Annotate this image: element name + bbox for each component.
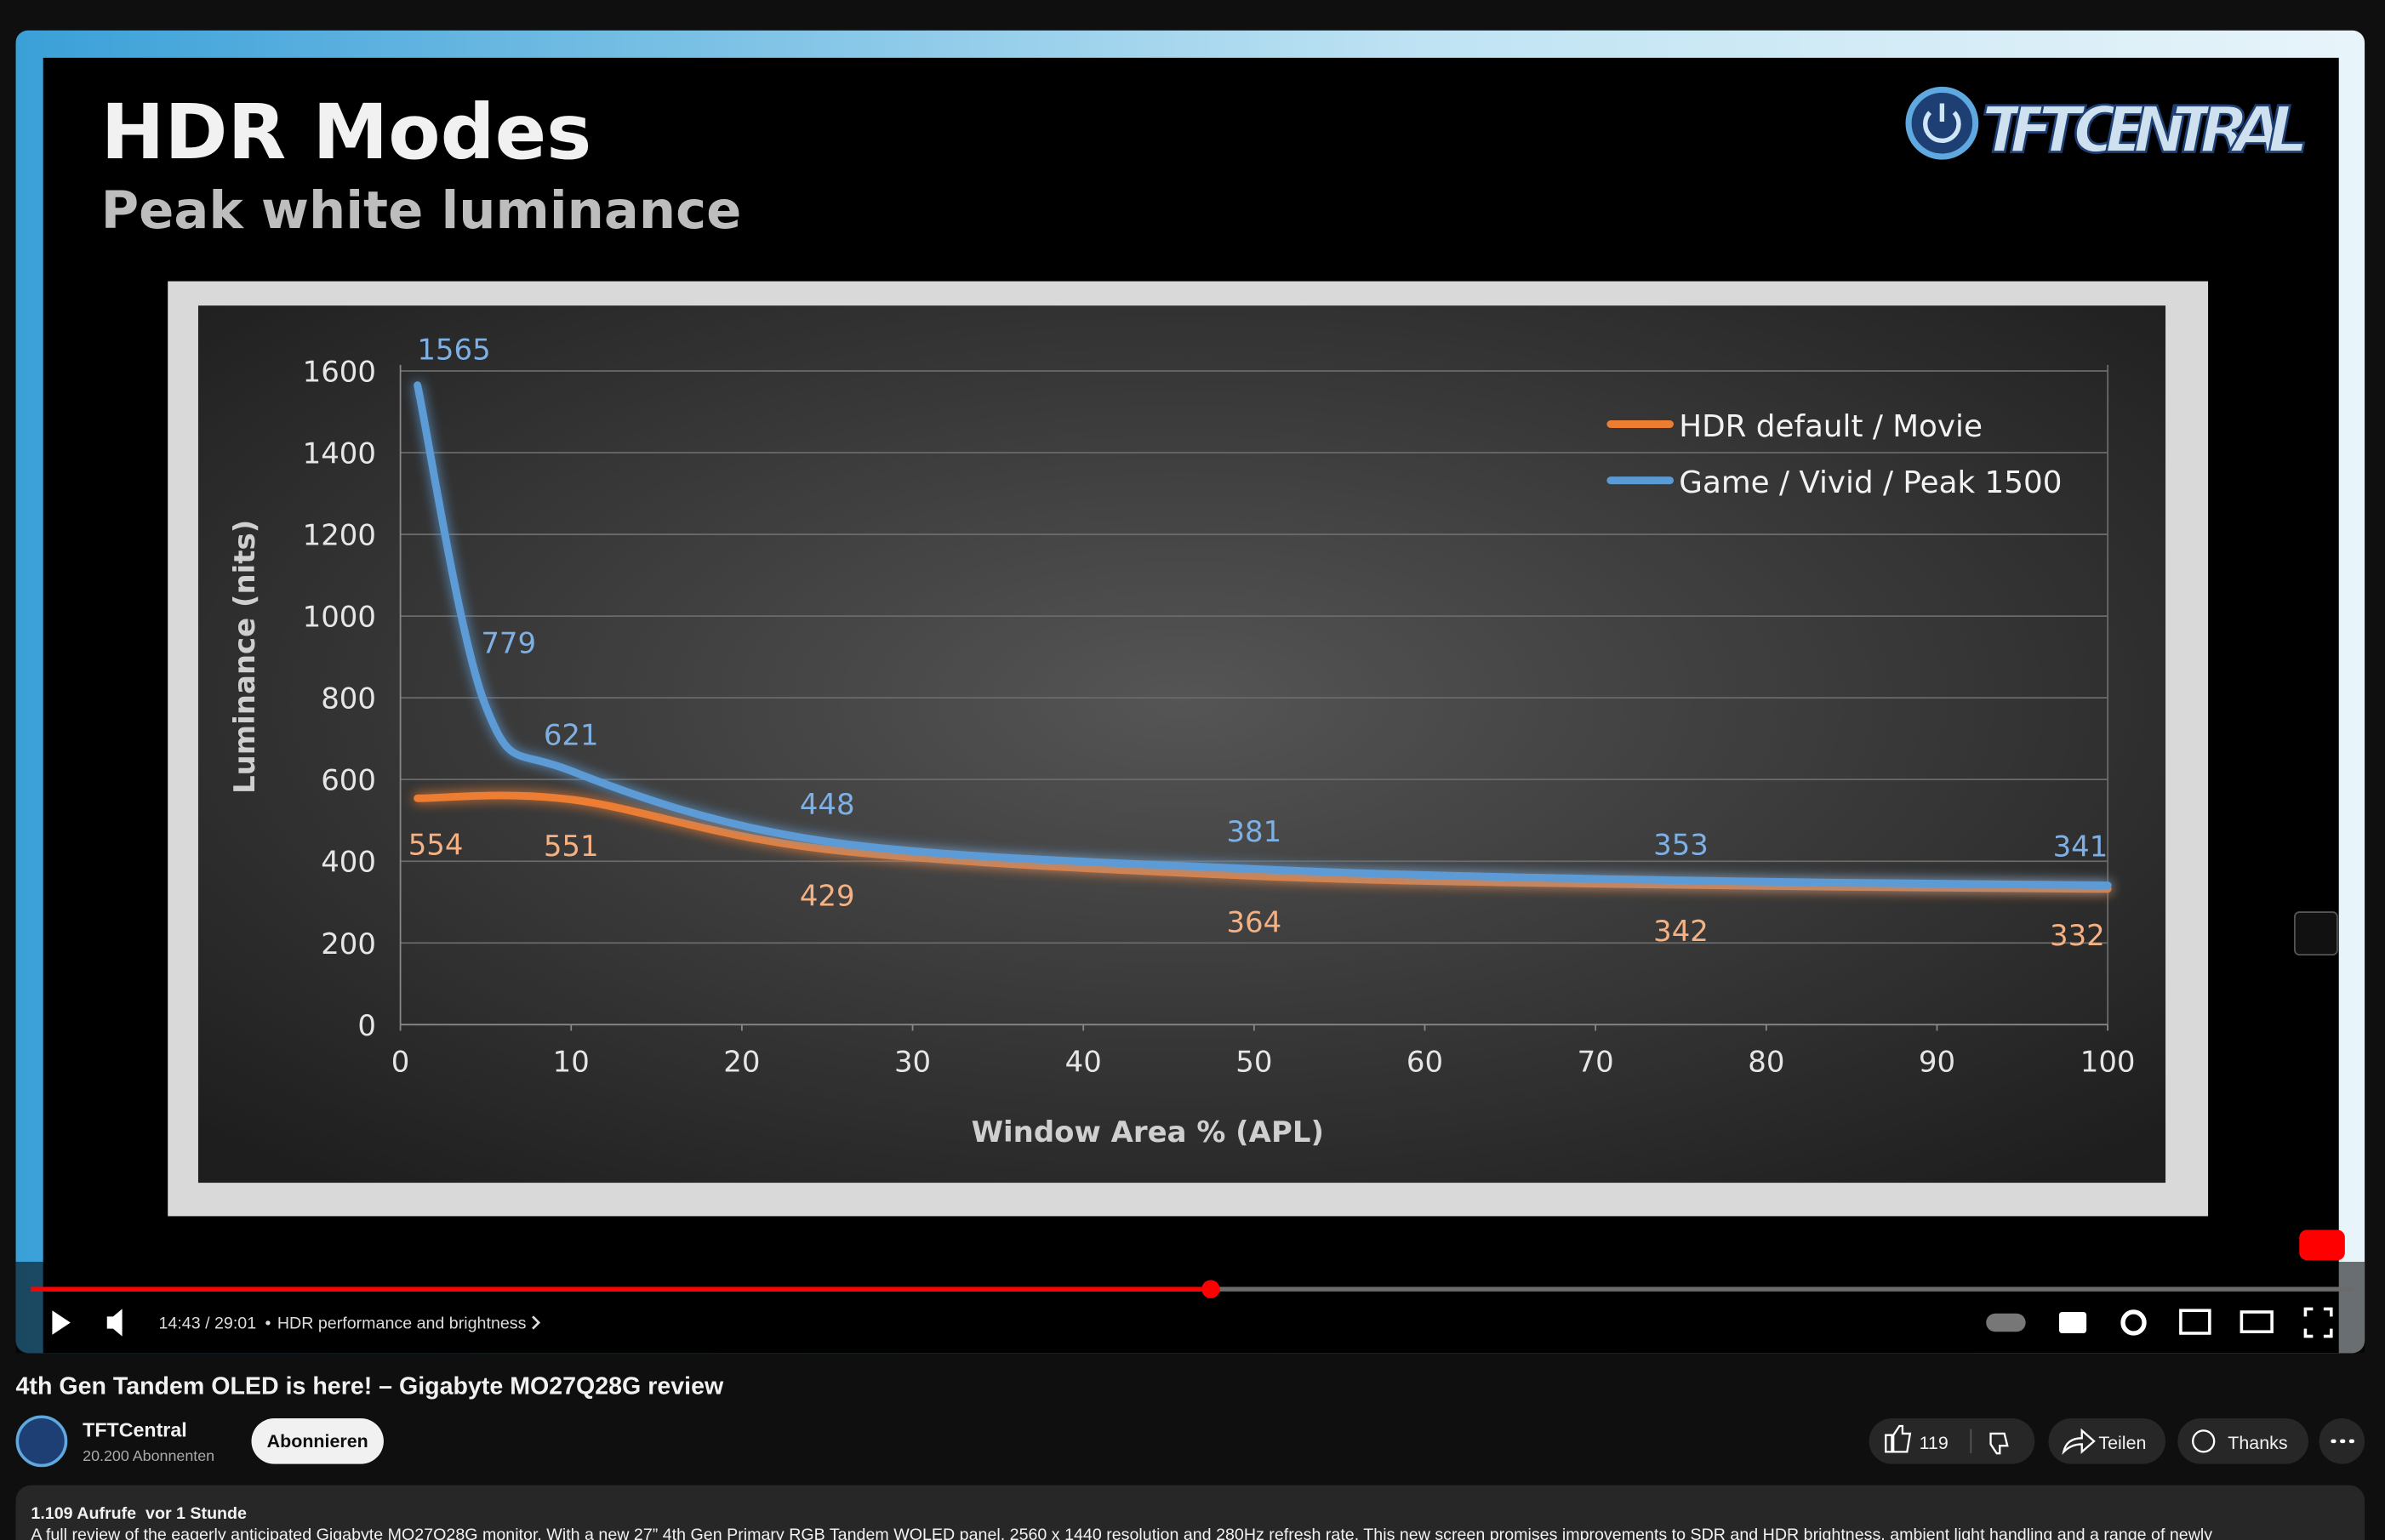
share-label[interactable]: Teilen [2098, 1433, 2146, 1453]
x-tick-label: 30 [894, 1046, 931, 1080]
y-tick-label: 600 [321, 764, 376, 798]
chapter-dot: • [265, 1315, 271, 1333]
channel-avatar[interactable] [15, 1415, 68, 1468]
time-display: 14:43 / 29:01 [158, 1315, 256, 1333]
progress-handle[interactable] [1201, 1280, 1220, 1298]
y-tick-label: 200 [321, 927, 376, 961]
x-tick-label: 50 [1235, 1046, 1272, 1080]
y-tick-label: 800 [321, 682, 376, 716]
play-button[interactable] [52, 1310, 71, 1335]
slide-title: HDR Modes [101, 88, 592, 177]
data-label: 1565 [417, 333, 490, 367]
thanks-icon[interactable] [2192, 1429, 2216, 1453]
series-line [414, 381, 2112, 890]
subscriber-count: 20.200 Abonnenten [83, 1447, 214, 1464]
like-pill[interactable] [1869, 1418, 2035, 1464]
description-box[interactable] [15, 1485, 2365, 1540]
description-text: A full review of the eagerly anticipated… [31, 1526, 2212, 1540]
chapter-arrow[interactable] [532, 1315, 541, 1330]
pip-button[interactable] [2294, 911, 2338, 955]
x-tick-label: 0 [391, 1046, 410, 1080]
subscribe-label[interactable]: Abonnieren [267, 1431, 368, 1452]
data-label: 779 [481, 627, 536, 661]
x-tick-label: 90 [1919, 1046, 1955, 1080]
x-tick-label: 40 [1065, 1046, 1102, 1080]
x-axis-title: Window Area % (APL) [972, 1115, 1324, 1149]
autoplay-toggle[interactable] [1986, 1313, 2026, 1332]
video-title: 4th Gen Tandem OLED is here! – Gigabyte … [16, 1372, 724, 1400]
subscribe-button[interactable] [251, 1418, 384, 1464]
data-label: 332 [2050, 919, 2105, 953]
x-tick-label: 60 [1406, 1046, 1443, 1080]
y-tick-label: 1000 [303, 601, 376, 635]
miniplayer-button[interactable] [2179, 1309, 2211, 1335]
subtitles-button[interactable] [2058, 1311, 2087, 1333]
settings-button[interactable] [2120, 1309, 2147, 1336]
data-label: 551 [544, 830, 599, 864]
y-tick-label: 400 [321, 846, 376, 880]
y-axis-title: Luminance (nits) [228, 520, 262, 794]
plot-background [197, 305, 2166, 1184]
slide-subtitle: Peak white luminance [101, 181, 742, 241]
theater-button[interactable] [2240, 1310, 2274, 1333]
logo-icon [1905, 86, 1979, 160]
data-label: 554 [408, 828, 464, 862]
x-tick-label: 100 [2080, 1046, 2136, 1080]
mute-button[interactable] [106, 1309, 123, 1337]
dislike-icon[interactable] [1989, 1432, 2009, 1455]
view-stats: 1.109 Aufrufe vor 1 Stunde [31, 1504, 247, 1523]
subscribe-watermark[interactable] [2299, 1229, 2345, 1261]
fullscreen-button[interactable] [2303, 1307, 2333, 1338]
y-tick-label: 1400 [303, 437, 376, 471]
data-label: 429 [800, 879, 855, 913]
x-tick-label: 20 [723, 1046, 760, 1080]
data-label: 353 [1653, 828, 1709, 862]
data-label: 364 [1226, 906, 1281, 940]
chapter-title[interactable]: HDR performance and brightness [277, 1315, 527, 1333]
data-label: 448 [800, 788, 855, 822]
legend-label: HDR default / Movie [1679, 409, 1983, 444]
x-tick-label: 10 [553, 1046, 590, 1080]
logo-text: TFT CENTRAL [1982, 93, 2308, 168]
x-tick-label: 70 [1578, 1046, 1614, 1080]
like-count: 119 [1920, 1433, 1949, 1453]
x-tick-label: 80 [1748, 1046, 1784, 1080]
series-line [414, 791, 2112, 893]
y-tick-label: 1600 [303, 355, 376, 389]
channel-name[interactable]: TFTCentral [83, 1418, 187, 1440]
legend-label: Game / Vivid / Peak 1500 [1679, 465, 2062, 500]
controls-shade [15, 1262, 2365, 1354]
y-tick-label: 1200 [303, 519, 376, 553]
logo-power [1923, 103, 1961, 143]
data-label: 342 [1653, 915, 1709, 949]
data-label: 341 [2053, 830, 2108, 864]
thanks-label[interactable]: Thanks [2228, 1433, 2287, 1453]
y-tick-label: 0 [357, 1009, 376, 1043]
share-button[interactable] [2048, 1418, 2166, 1464]
data-label: 621 [544, 719, 599, 753]
data-label: 381 [1226, 815, 1281, 849]
thanks-button[interactable] [2177, 1418, 2308, 1464]
share-icon[interactable] [2062, 1428, 2096, 1456]
like-icon[interactable] [1885, 1424, 1912, 1453]
